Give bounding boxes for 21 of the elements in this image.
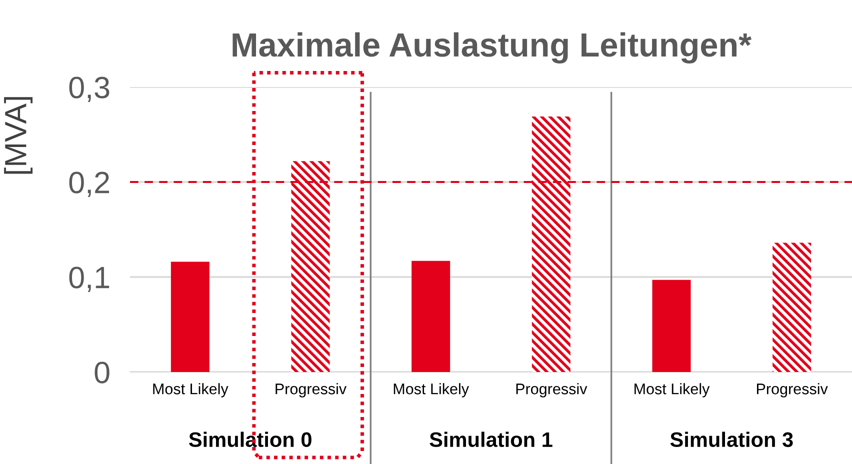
x-tick-label: Most Likely	[634, 383, 710, 398]
x-tick-label: Most Likely	[394, 383, 470, 398]
x-tick-label: Most Likely	[153, 383, 228, 398]
bar	[170, 262, 210, 372]
bar	[652, 280, 691, 372]
x-tick-label: Progressiv	[516, 383, 588, 398]
bar	[772, 242, 812, 372]
y-tick-label: 0,2	[69, 172, 110, 197]
text: Simulation 0	[189, 432, 312, 448]
text: Simulation 1	[430, 432, 552, 448]
y-tick-label: 0	[94, 362, 110, 384]
y-tick-label: 0,3	[69, 76, 110, 102]
y-tick-label: 0,1	[69, 266, 110, 292]
x-tick-label: Progressiv	[276, 383, 347, 398]
text: Simulation 3	[670, 432, 793, 448]
bar	[532, 116, 570, 372]
chart-title: Maximale Auslastung Leitungen*	[232, 32, 752, 64]
y-axis-title: [MVA]	[4, 97, 33, 174]
x-tick-label: Progressiv	[757, 383, 828, 398]
bar	[291, 161, 330, 372]
bar	[412, 260, 450, 372]
